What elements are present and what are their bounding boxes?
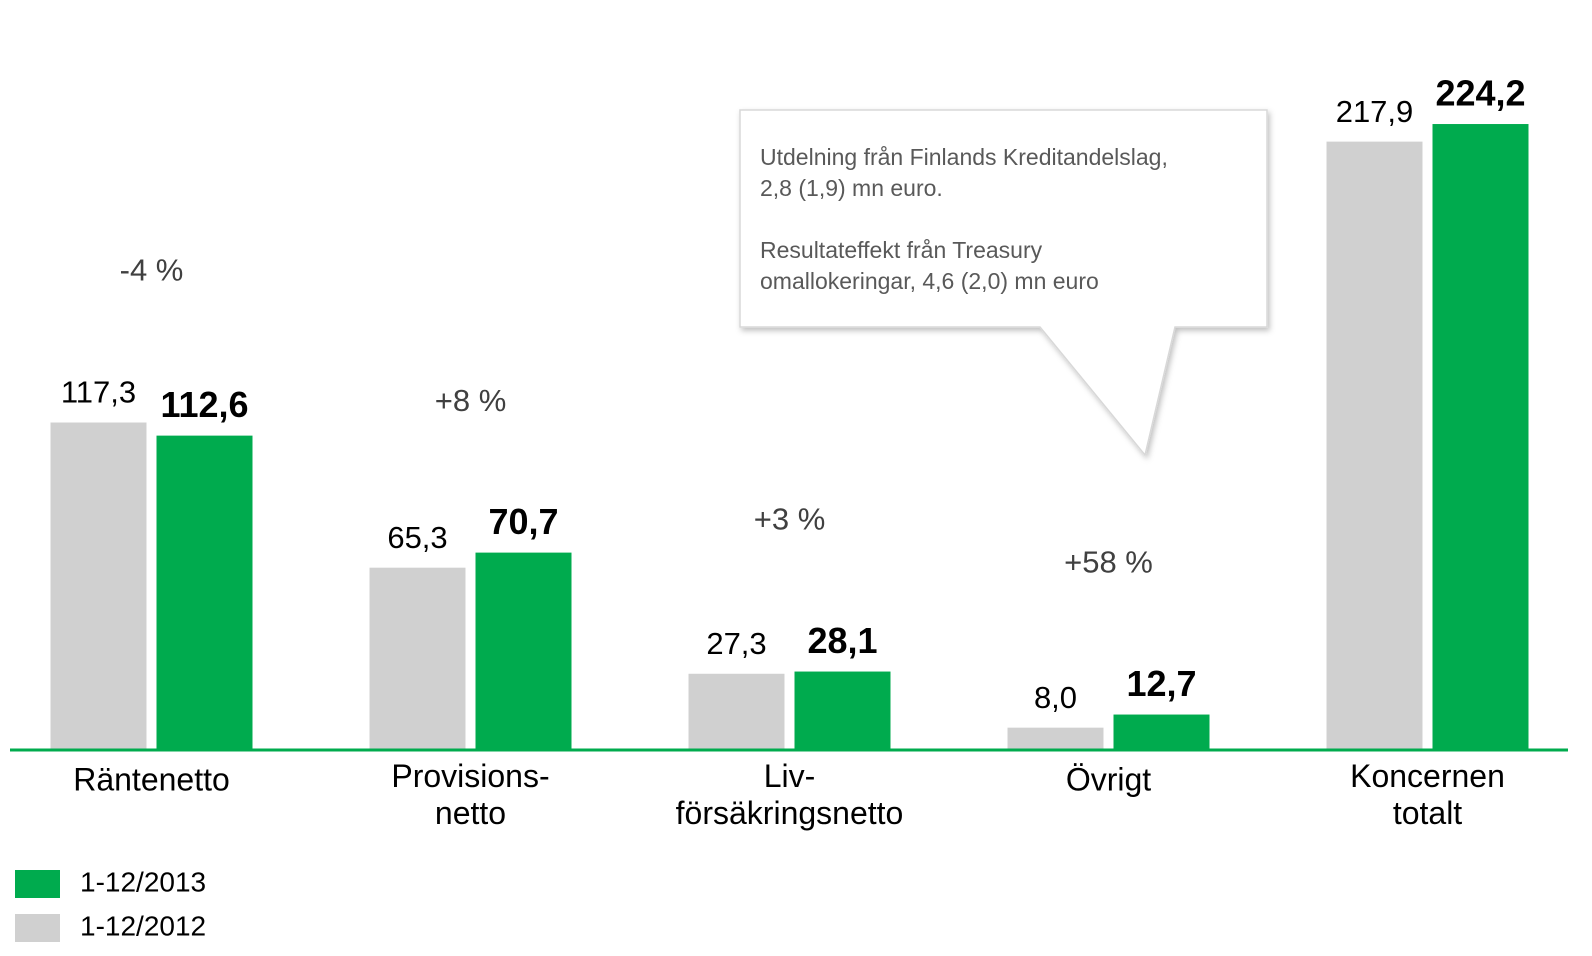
bar [1432,124,1529,751]
bar [1326,141,1423,751]
legend-label: 1-12/2013 [80,866,206,897]
change-label: +3 % [754,502,826,537]
x-tick-label: Koncernen totalt [1350,758,1505,831]
value-label: 217,9 [1336,94,1414,129]
value-label: 28,1 [807,620,877,661]
value-label: 70,7 [488,501,558,542]
bar [688,673,785,750]
callout-text: omallokeringar, 4,6 (2,0) mn euro [760,268,1099,294]
x-tick-label: Övrigt [1066,761,1151,797]
value-label: 112,6 [160,384,248,425]
callout: Utdelning från Finlands Kreditandelslag,… [760,144,1168,294]
legend-label: 1-12/2012 [80,910,206,941]
bar [794,671,891,750]
value-label: 117,3 [61,375,136,410]
callout-text: 2,8 (1,9) mn euro. [760,175,943,201]
value-label: 65,3 [387,520,447,555]
bar [475,552,572,750]
callout-text: Resultateffekt från Treasury [760,237,1043,263]
value-label: 224,2 [1435,73,1525,114]
x-tick-label: Provisions-netto [391,758,549,831]
change-label: -4 % [120,253,184,288]
legend-swatch [15,914,60,942]
x-tick-label: Liv-försäkringsnetto [676,758,904,831]
bar [369,567,466,750]
change-label: +8 % [435,383,507,418]
bar [156,435,253,750]
value-label: 12,7 [1126,663,1196,704]
bar [1113,714,1210,750]
x-tick-label: Räntenetto [73,761,230,797]
legend-swatch [15,870,60,898]
callout-text: Utdelning från Finlands Kreditandelslag, [760,144,1168,170]
callout-box [739,109,1268,457]
value-label: 8,0 [1034,680,1077,715]
change-label: +58 % [1064,545,1153,580]
value-label: 27,3 [706,626,766,661]
bar [50,422,147,750]
bar [1007,727,1104,750]
